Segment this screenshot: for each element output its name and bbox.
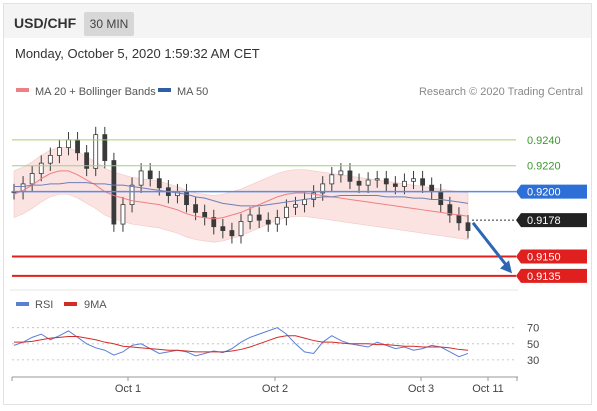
candle-body (193, 204, 199, 213)
candle-body (129, 184, 135, 206)
x-tick-label: Oct 3 (408, 383, 434, 395)
rsi-legend-swatch (16, 302, 29, 306)
candle-body (429, 184, 435, 193)
candle-body (274, 217, 280, 225)
level-label: 0.9178 (527, 215, 561, 227)
ma20-line (13, 170, 469, 220)
candle-body (38, 162, 44, 174)
candle-body (47, 154, 53, 164)
ma9-legend-swatch (64, 302, 77, 306)
candle-body (120, 204, 126, 225)
candle-body (420, 178, 426, 186)
candle-body (229, 230, 235, 237)
candle-body (220, 226, 226, 231)
candle-body (456, 214, 462, 224)
candle-body (411, 178, 416, 182)
level-tag (516, 268, 587, 283)
candle-body (283, 206, 289, 218)
candle-body (447, 204, 453, 216)
datetime-label: Monday, October 5, 2020 1:59:32 AM CET (15, 46, 260, 61)
candle-body (402, 180, 407, 187)
ma50-legend-label: MA 50 (177, 86, 208, 98)
x-tick-label: Oct 1 (115, 383, 141, 395)
x-tick-label: Oct 11 (472, 383, 504, 395)
candle-body (320, 183, 326, 194)
candle-body (265, 219, 271, 225)
level-tag (516, 249, 587, 264)
candle-body (329, 174, 335, 185)
level-label: 0.9150 (527, 251, 561, 263)
forecast-arrowhead (500, 260, 512, 274)
candle-body (93, 134, 99, 169)
candle-body (347, 170, 353, 182)
candle-body (365, 179, 371, 186)
candle-body (302, 199, 307, 206)
level-label: 0.9220 (527, 161, 561, 173)
candle-body (356, 180, 362, 186)
candle-body (392, 183, 398, 187)
level-label: 0.9200 (527, 187, 561, 199)
candle-body (438, 191, 444, 206)
candle-body (75, 139, 80, 154)
level-label: 0.9135 (527, 271, 561, 283)
candle-body (57, 147, 62, 156)
level-tag (516, 213, 587, 228)
timeframe-button[interactable]: 30 MIN (84, 12, 134, 36)
rsi-tick-label: 50 (527, 339, 539, 351)
candle-body (147, 170, 153, 180)
candle-body (256, 214, 262, 221)
candle-body (84, 152, 90, 169)
rsi-tick-label: 70 (527, 323, 539, 335)
rsi-ma-line (14, 335, 469, 353)
symbol-title: USD/CHF (14, 15, 77, 31)
source-credit: Research © 2020 Trading Central (419, 86, 583, 98)
widget-frame (3, 3, 592, 405)
candle-body (156, 178, 162, 189)
candle-body (238, 221, 244, 237)
level-label: 0.9240 (527, 135, 561, 147)
rsi-legend-label: RSI (35, 299, 53, 311)
x-tick-label: Oct 2 (262, 383, 288, 395)
candle-body (465, 222, 471, 231)
rsi-line (13, 327, 469, 358)
candle-body (311, 192, 317, 200)
ma9-legend-label: 9MA (84, 299, 107, 311)
candle-body (338, 170, 344, 176)
ma20-legend-label: MA 20 + Bollinger Bands (35, 86, 156, 98)
candle-body (202, 212, 208, 218)
level-tag (516, 184, 587, 199)
forecast-arrow (471, 221, 510, 269)
candle-body (211, 217, 217, 228)
candle-body (102, 134, 108, 161)
candle-body (374, 178, 380, 181)
candle-body (29, 173, 35, 185)
candle-body (383, 178, 389, 185)
ma20-legend-swatch (16, 88, 29, 92)
candle-body (138, 170, 144, 186)
ma50-line (14, 182, 469, 207)
ma50-legend-swatch (158, 88, 171, 92)
candle-body (247, 214, 253, 222)
rsi-tick-label: 30 (527, 355, 539, 367)
candle-body (293, 204, 298, 208)
candle-body (66, 139, 71, 148)
